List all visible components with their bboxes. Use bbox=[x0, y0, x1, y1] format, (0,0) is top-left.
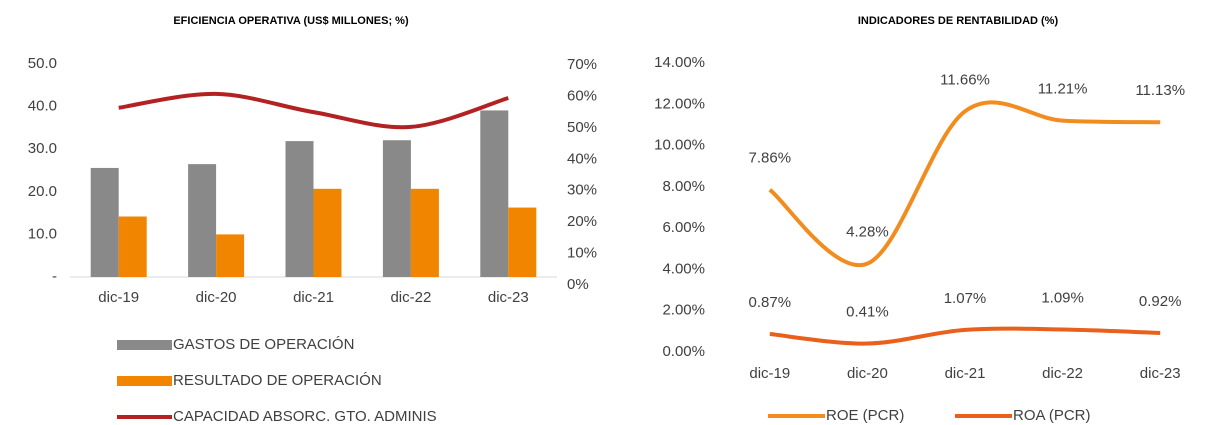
y-tick-label: - bbox=[52, 268, 57, 285]
x-tick-label: dic-21 bbox=[945, 365, 986, 382]
y-tick-label: 8.00% bbox=[662, 178, 705, 195]
chart-title: INDICADORES DE RENTABILIDAD (%) bbox=[858, 15, 1059, 27]
x-tick-label: dic-19 bbox=[98, 289, 139, 306]
data-label: 0.92% bbox=[1139, 293, 1182, 310]
bar bbox=[313, 188, 342, 277]
legend-swatch bbox=[117, 340, 172, 350]
x-tick-label: dic-23 bbox=[1140, 365, 1181, 382]
data-label: 4.28% bbox=[846, 224, 889, 241]
legend-label: ROA (PCR) bbox=[1013, 407, 1091, 424]
bar bbox=[90, 167, 119, 277]
bar bbox=[188, 164, 217, 277]
y-tick-label: 12.00% bbox=[654, 95, 705, 112]
legend-label: CAPACIDAD ABSORC. GTO. ADMINIS bbox=[173, 408, 437, 425]
y2-tick-label: 10% bbox=[567, 245, 597, 262]
chart-title: EFICIENCIA OPERATIVA (US$ MILLONES; %) bbox=[173, 15, 409, 27]
y-tick-label: 40.0 bbox=[28, 98, 57, 115]
data-label: 7.86% bbox=[749, 150, 792, 167]
line bbox=[118, 91, 509, 130]
y-tick-label: 2.00% bbox=[662, 302, 705, 319]
data-label: 1.07% bbox=[944, 290, 987, 307]
bar bbox=[480, 110, 509, 278]
x-tick-label: dic-22 bbox=[390, 289, 431, 306]
data-label: 11.13% bbox=[1135, 82, 1185, 99]
y-tick-label: 14.00% bbox=[654, 54, 705, 71]
y2-tick-label: 50% bbox=[567, 119, 597, 136]
legend-label: ROE (PCR) bbox=[826, 407, 904, 424]
bar bbox=[118, 216, 147, 277]
y-tick-label: 10.0 bbox=[28, 225, 57, 242]
legend-label: RESULTADO DE OPERACIÓN bbox=[173, 372, 382, 389]
data-label: 11.66% bbox=[940, 71, 990, 88]
data-label: 1.09% bbox=[1041, 289, 1084, 306]
x-tick-label: dic-20 bbox=[847, 365, 888, 382]
legend-swatch bbox=[117, 376, 172, 386]
data-label: 0.41% bbox=[846, 304, 889, 321]
bar bbox=[216, 234, 245, 277]
y-tick-label: 0.00% bbox=[662, 343, 705, 360]
x-tick-label: dic-20 bbox=[196, 289, 237, 306]
bar bbox=[508, 207, 537, 277]
y2-tick-label: 40% bbox=[567, 150, 597, 167]
bar bbox=[382, 140, 411, 277]
y2-tick-label: 20% bbox=[567, 213, 597, 230]
y-tick-label: 50.0 bbox=[28, 55, 57, 72]
y2-tick-label: 60% bbox=[567, 87, 597, 104]
data-label: 0.87% bbox=[749, 294, 792, 311]
y-tick-label: 30.0 bbox=[28, 140, 57, 157]
line bbox=[768, 100, 1161, 268]
x-tick-label: dic-23 bbox=[488, 289, 529, 306]
x-tick-label: dic-19 bbox=[749, 365, 790, 382]
data-label: 11.21% bbox=[1038, 81, 1088, 98]
y-tick-label: 4.00% bbox=[662, 260, 705, 277]
y-tick-label: 20.0 bbox=[28, 183, 57, 200]
x-tick-label: dic-21 bbox=[293, 289, 334, 306]
y-tick-label: 6.00% bbox=[662, 219, 705, 236]
line bbox=[769, 326, 1161, 346]
bar bbox=[285, 141, 314, 277]
y2-tick-label: 0% bbox=[567, 276, 589, 293]
bar bbox=[410, 188, 439, 277]
y2-tick-label: 30% bbox=[567, 182, 597, 199]
y-tick-label: 10.00% bbox=[654, 137, 705, 154]
legend-label: GASTOS DE OPERACIÓN bbox=[173, 336, 354, 353]
x-tick-label: dic-22 bbox=[1042, 365, 1083, 382]
y2-tick-label: 70% bbox=[567, 56, 597, 73]
